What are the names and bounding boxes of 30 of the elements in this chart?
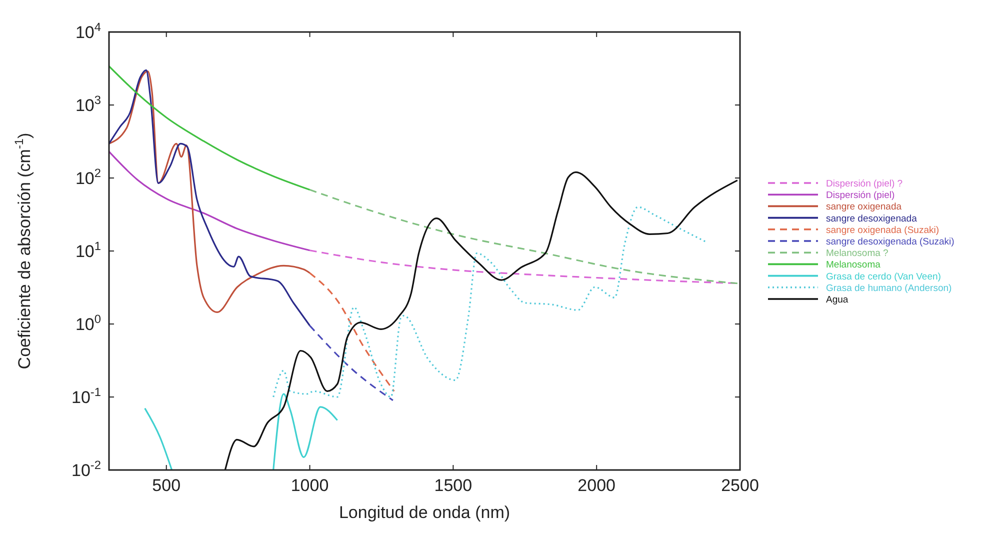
text: sangre oxigenada (Suzaki) <box>826 224 940 236</box>
line-series <box>224 171 738 470</box>
text: Melanosoma ? <box>826 248 888 260</box>
y-tick-label: 10$^{-2}$ <box>72 458 102 480</box>
x-tick-label: 2500 <box>721 476 759 495</box>
y-tick-label: 10$^{2}$ <box>75 166 102 188</box>
text: Dispersión (piel) <box>826 190 895 202</box>
line-series <box>308 272 395 392</box>
y-tick-label: 10$^{1}$ <box>75 239 102 261</box>
text: sangre desoxigenada <box>826 213 918 224</box>
x-tick-label: 1500 <box>434 476 472 495</box>
x-tick-label: 500 <box>152 476 181 495</box>
line-series <box>109 150 311 252</box>
text: sangre desoxigenada (Suzaki) <box>826 236 954 248</box>
line-series <box>109 65 311 191</box>
line-series <box>308 188 738 284</box>
y-tick-label: 10$^{4}$ <box>75 20 102 42</box>
text: sangre oxigenada <box>826 202 902 213</box>
x-axis-title: Longitud de onda (nm) <box>338 503 510 522</box>
text: Grasa de cerdo (Van Veen) <box>826 271 941 282</box>
text: Dispersión (piel) ? <box>826 178 903 190</box>
text: Agua <box>826 294 849 306</box>
text: Melanosoma <box>826 260 882 271</box>
y-tick-label: 10$^{-1}$ <box>72 385 102 407</box>
y-tick-label: 10$^{3}$ <box>75 93 102 115</box>
y-tick-label: 10$^{0}$ <box>75 312 102 334</box>
x-tick-label: 2000 <box>578 476 616 495</box>
line-series <box>272 206 708 398</box>
text: Grasa de humano (Anderson) <box>826 282 952 294</box>
x-tick-label: 1000 <box>290 476 329 495</box>
